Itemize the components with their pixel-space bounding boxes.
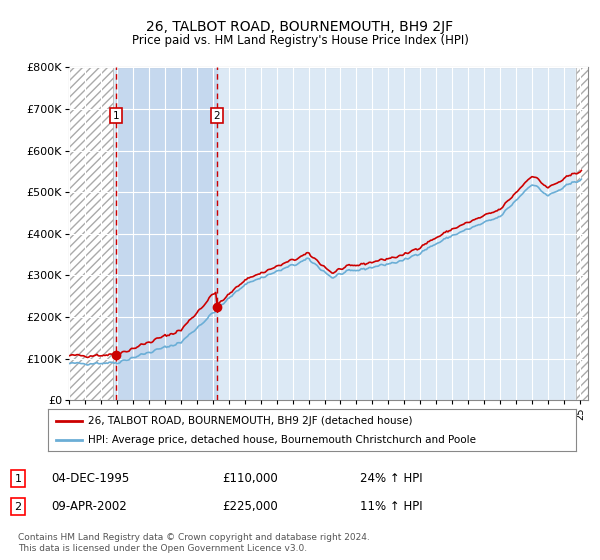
Text: 26, TALBOT ROAD, BOURNEMOUTH, BH9 2JF: 26, TALBOT ROAD, BOURNEMOUTH, BH9 2JF	[146, 20, 454, 34]
HPI: Average price, detached house, Bournemouth Christchurch and Poole: (2.02e+03, 3.62e+05): Average price, detached house, Bournemou…	[423, 246, 430, 253]
Text: HPI: Average price, detached house, Bournemouth Christchurch and Poole: HPI: Average price, detached house, Bour…	[88, 435, 476, 445]
HPI: Average price, detached house, Bournemouth Christchurch and Poole: (2.01e+03, 3.03e+05): Average price, detached house, Bournemou…	[338, 271, 345, 278]
26, TALBOT ROAD, BOURNEMOUTH, BH9 2JF (detached house)	[112, 351, 119, 358]
26, TALBOT ROAD, BOURNEMOUTH, BH9 2JF (detached house)	[338, 266, 345, 273]
Line: 26, TALBOT ROAD, BOURNEMOUTH, BH9 2JF (detached house): 26, TALBOT ROAD, BOURNEMOUTH, BH9 2JF (d…	[69, 170, 581, 357]
Text: 2: 2	[14, 502, 22, 512]
Text: £110,000: £110,000	[222, 472, 278, 486]
Bar	[116, 67, 217, 400]
Line: HPI: Average price, detached house, Bournemouth Christchurch and Poole: HPI: Average price, detached house, Bour…	[69, 179, 581, 365]
Text: 1: 1	[112, 110, 119, 120]
Text: 26, TALBOT ROAD, BOURNEMOUTH, BH9 2JF (detached house): 26, TALBOT ROAD, BOURNEMOUTH, BH9 2JF (d…	[88, 416, 412, 426]
HPI: Average price, detached house, Bournemouth Christchurch and Poole: (2.03e+03, 5.31e+05): Average price, detached house, Bournemou…	[578, 176, 585, 183]
Text: Contains HM Land Registry data © Crown copyright and database right 2024.
This d: Contains HM Land Registry data © Crown c…	[18, 533, 370, 553]
HPI: Average price, detached house, Bournemouth Christchurch and Poole: (2.01e+03, 3.44e+05): Average price, detached house, Bournemou…	[407, 254, 414, 260]
HPI: Average price, detached house, Bournemouth Christchurch and Poole: (1.99e+03, 8.84e+04): Average price, detached house, Bournemou…	[65, 360, 73, 367]
Text: 24% ↑ HPI: 24% ↑ HPI	[360, 472, 422, 486]
Text: 1: 1	[14, 474, 22, 484]
HPI: Average price, detached house, Bournemouth Christchurch and Poole: (1.99e+03, 8.5e+04): Average price, detached house, Bournemou…	[84, 362, 91, 368]
Text: £225,000: £225,000	[222, 500, 278, 514]
Text: Price paid vs. HM Land Registry's House Price Index (HPI): Price paid vs. HM Land Registry's House …	[131, 34, 469, 47]
26, TALBOT ROAD, BOURNEMOUTH, BH9 2JF (detached house)	[65, 352, 73, 359]
HPI: Average price, detached house, Bournemouth Christchurch and Poole: (1.99e+03, 8.84e+04): Average price, detached house, Bournemou…	[77, 360, 85, 367]
Text: 09-APR-2002: 09-APR-2002	[51, 500, 127, 514]
HPI: Average price, detached house, Bournemouth Christchurch and Poole: (2e+03, 9.07e+04): Average price, detached house, Bournemou…	[112, 360, 119, 366]
HPI: Average price, detached house, Bournemouth Christchurch and Poole: (2.01e+03, 3.12e+05): Average price, detached house, Bournemou…	[278, 267, 285, 274]
Text: 2: 2	[214, 110, 220, 120]
26, TALBOT ROAD, BOURNEMOUTH, BH9 2JF (detached house)	[77, 352, 85, 359]
26, TALBOT ROAD, BOURNEMOUTH, BH9 2JF (detached house)	[278, 262, 285, 269]
Text: 11% ↑ HPI: 11% ↑ HPI	[360, 500, 422, 514]
26, TALBOT ROAD, BOURNEMOUTH, BH9 2JF (detached house)	[423, 240, 430, 247]
Text: 04-DEC-1995: 04-DEC-1995	[51, 472, 129, 486]
26, TALBOT ROAD, BOURNEMOUTH, BH9 2JF (detached house)	[84, 354, 91, 361]
26, TALBOT ROAD, BOURNEMOUTH, BH9 2JF (detached house)	[407, 248, 414, 255]
26, TALBOT ROAD, BOURNEMOUTH, BH9 2JF (detached house)	[578, 167, 585, 174]
